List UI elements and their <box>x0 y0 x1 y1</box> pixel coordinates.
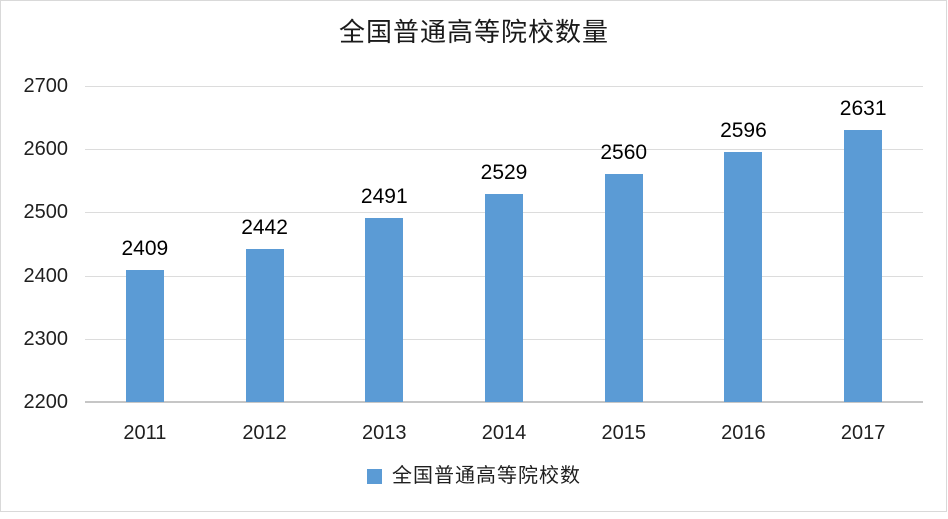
y-tick-label: 2500 <box>23 201 69 224</box>
gridline <box>85 149 923 151</box>
bar <box>245 249 284 402</box>
x-tick-label: 2014 <box>481 422 527 444</box>
bar-value-label: 2529 <box>480 161 528 185</box>
plot-area <box>85 86 923 403</box>
bar-value-label: 2596 <box>720 118 767 142</box>
y-tick-label: 2400 <box>23 264 69 287</box>
chart-title: 全国普通高等院校数量 <box>338 18 609 47</box>
x-tick-label: 2012 <box>242 422 287 444</box>
bar-value-label: 2491 <box>360 185 408 209</box>
bar-value-label: 2560 <box>600 141 648 165</box>
bar <box>125 269 164 402</box>
bar-value-label: 2631 <box>839 96 887 120</box>
bar <box>604 174 643 402</box>
y-tick-label: 2200 <box>23 391 69 413</box>
legend-label: 全国普通高等院校数 <box>392 465 581 487</box>
gridline <box>85 86 923 87</box>
y-tick-label: 2300 <box>23 327 69 350</box>
legend: 全国普通高等院校数 <box>0 464 948 488</box>
y-tick-label: 2600 <box>23 138 69 161</box>
x-tick-label: 2017 <box>840 422 886 444</box>
bar-value-label: 2442 <box>241 216 288 240</box>
x-tick-label: 2013 <box>362 422 407 444</box>
y-tick-label: 2700 <box>23 75 69 97</box>
x-tick-label: 2016 <box>721 422 766 444</box>
bar <box>365 218 404 402</box>
bar <box>844 129 883 402</box>
x-axis-line <box>85 401 923 403</box>
bar <box>724 151 763 402</box>
x-tick-label: 2011 <box>123 422 167 444</box>
x-tick-label: 2015 <box>601 422 646 444</box>
legend-marker-square <box>367 468 382 484</box>
bar <box>485 194 523 402</box>
bar-value-label: 2409 <box>121 236 169 260</box>
